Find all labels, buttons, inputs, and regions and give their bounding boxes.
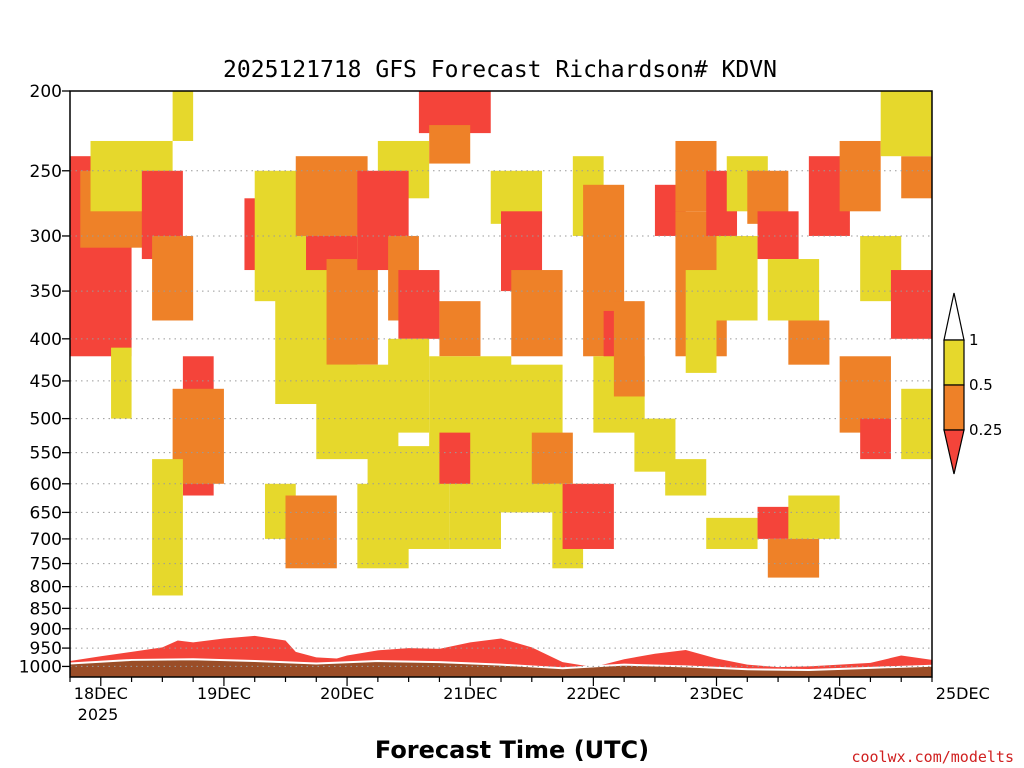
x-tick-label: 19DEC [197, 684, 251, 703]
y-tick-label: 600 [30, 475, 62, 495]
x-tick-year-label: 2025 [78, 705, 119, 724]
ri-region-mid [429, 125, 471, 164]
y-tick-label: 200 [30, 82, 62, 102]
x-tick-label: 25DEC [936, 684, 990, 703]
colorbar-legend: 1 0.5 0.25 [943, 292, 1002, 475]
ri-region-high [152, 459, 183, 596]
ri-region-mid [295, 156, 368, 236]
ri-region-mid [767, 538, 820, 578]
ri-region-mid [285, 495, 337, 569]
x-tick-label: 20DEC [320, 684, 374, 703]
x-tick-label: 22DEC [566, 684, 620, 703]
ri-region-mid [839, 140, 881, 212]
y-tick-label: 350 [30, 282, 62, 302]
ri-region-mid [439, 301, 481, 357]
y-tick-label: 1000 [19, 657, 62, 677]
ri-region-high [388, 338, 430, 433]
ri-region-low [860, 418, 891, 460]
ri-region-low [890, 270, 932, 339]
colorbar-bin [943, 339, 965, 386]
x-tick-label: 24DEC [813, 684, 867, 703]
ri-region-mid [152, 235, 194, 321]
ri-region-low [439, 432, 471, 484]
y-tick-label: 900 [30, 620, 62, 640]
x-tick-label: 18DEC [74, 684, 128, 703]
ground-fill [70, 659, 932, 677]
y-tick-label: 500 [30, 410, 62, 430]
ri-region-high [316, 364, 399, 460]
ri-region-mid [788, 320, 830, 365]
ri-region-high [788, 495, 840, 539]
colorbar-tick-label: 0.25 [969, 421, 1002, 439]
colorbar-bin [943, 384, 965, 431]
pressure-gridlines [70, 170, 932, 667]
ri-region-low [757, 211, 799, 260]
chart-title: 2025121718 GFS Forecast Richardson# KDVN [223, 57, 777, 83]
colorbar-tick-label: 0.5 [969, 376, 993, 394]
ri-region-low [398, 270, 440, 339]
x-tick-label: 21DEC [443, 684, 497, 703]
colorbar-top-arrow [943, 292, 965, 341]
ri-region-high [706, 517, 758, 549]
y-tick-label: 250 [30, 162, 62, 182]
ri-region-low [562, 483, 614, 549]
colorbar-bottom-arrow [943, 429, 965, 475]
y-tick-label: 950 [30, 639, 62, 659]
y-tick-label: 400 [30, 330, 62, 350]
colorbar-tick-label: 1 [969, 331, 979, 349]
x-axis-ticks: 18DEC 19DEC 20DEC 21DEC 22DEC 23DEC 24DEC 25DEC [69, 677, 990, 703]
ri-region-mid [613, 301, 645, 397]
plot-area [69, 91, 933, 677]
y-tick-label: 550 [30, 444, 62, 464]
plot-frame [69, 90, 933, 678]
ri-region-mid [326, 259, 378, 365]
y-tick-label: 300 [30, 227, 62, 247]
ri-region-high [880, 91, 932, 157]
y-tick-label: 450 [30, 372, 62, 392]
x-tick-label: 23DEC [690, 684, 744, 703]
y-tick-label: 800 [30, 578, 62, 598]
ri-region-high [716, 235, 758, 321]
ri-region-high [172, 91, 194, 141]
y-tick-label: 700 [30, 530, 62, 550]
x-axis-title: Forecast Time (UTC) [375, 736, 649, 764]
ri-region-high [111, 347, 132, 419]
y-tick-label: 750 [30, 555, 62, 575]
ri-region-mid [531, 432, 573, 484]
ri-region-high [665, 459, 707, 496]
y-tick-label: 650 [30, 503, 62, 523]
site-credit: coolwx.com/modelts [851, 748, 1014, 766]
ri-region-mid [901, 156, 932, 199]
y-axis-ticks: 200 250 300 350 400 450 500 550 600 650 700 750 8008… [19, 82, 70, 677]
ri-region-high [685, 270, 717, 373]
ri-region-mid [511, 270, 563, 357]
surface-pressure-line [69, 658, 933, 671]
ri-region-high [901, 388, 932, 460]
y-tick-label: 850 [30, 599, 62, 619]
ri-region-high [767, 259, 820, 321]
